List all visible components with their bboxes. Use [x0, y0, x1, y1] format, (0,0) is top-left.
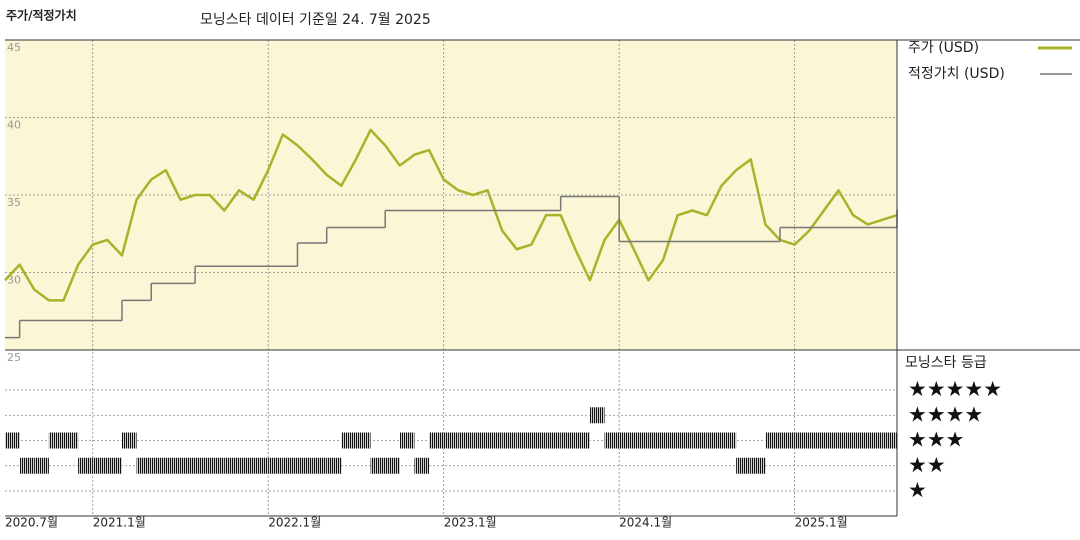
rating-bar	[838, 432, 854, 449]
rating-bar	[443, 432, 459, 449]
rating-bar	[180, 457, 196, 474]
rating-bar	[63, 432, 79, 449]
rating-bar	[706, 432, 722, 449]
rating-bar	[224, 457, 239, 474]
rating-bar	[19, 457, 35, 474]
rating-bar	[619, 432, 634, 449]
rating-bar	[370, 457, 386, 474]
rating-bar	[297, 457, 313, 474]
rating-bar	[209, 457, 225, 474]
rating-bar	[882, 432, 897, 449]
x-tick-label: 2021.1월	[93, 516, 146, 530]
rating-bar	[677, 432, 693, 449]
rating-bar	[165, 457, 181, 474]
rating-label: ★	[908, 478, 927, 502]
rating-bar	[853, 432, 868, 449]
rating-bar	[809, 432, 824, 449]
chart-title: 주가/적정가치	[6, 8, 77, 23]
rating-label: ★★★	[908, 428, 964, 452]
rating-bar	[253, 457, 269, 474]
rating-bar	[121, 432, 137, 449]
rating-bar	[823, 432, 839, 449]
rating-bar	[780, 432, 795, 449]
rating-bar	[151, 457, 166, 474]
rating-label: ★★	[908, 453, 946, 477]
rating-bar	[604, 432, 620, 449]
rating-bar	[268, 457, 283, 474]
rating-bar	[282, 457, 298, 474]
y-tick-label: 40	[7, 119, 21, 132]
rating-bar	[750, 457, 766, 474]
rating-bar	[326, 457, 342, 474]
rating-bar	[487, 432, 503, 449]
rating-bar	[341, 432, 356, 449]
price-line	[4, 128, 898, 302]
x-tick-label: 2023.1월	[444, 516, 497, 530]
chart-subtitle: 모닝스타 데이터 기준일 24. 7월 2025	[200, 12, 431, 28]
x-tick-label: 2020.7월	[5, 516, 58, 530]
rating-bar	[5, 432, 20, 449]
rating-bar	[429, 432, 444, 449]
rating-bar	[312, 457, 327, 474]
rating-bar	[794, 432, 810, 449]
legend-label: 주가 (USD)	[908, 40, 979, 56]
rating-bar	[48, 432, 64, 449]
ratings-title: 모닝스타 등급	[905, 355, 987, 371]
rating-bar	[385, 457, 400, 474]
rating-bar	[107, 457, 122, 474]
rating-bar	[589, 407, 605, 424]
rating-bar	[692, 432, 707, 449]
y-tick-label: 45	[7, 41, 21, 54]
rating-bar	[472, 432, 488, 449]
rating-label: ★★★★★	[908, 377, 1002, 401]
y-tick-label: 30	[7, 274, 21, 287]
rating-bar	[765, 432, 781, 449]
rating-bar	[195, 457, 210, 474]
rating-bar	[399, 432, 415, 449]
rating-bar	[516, 432, 532, 449]
rating-bar	[34, 457, 49, 474]
legend-label: 적정가치 (USD)	[908, 66, 1005, 82]
x-tick-label: 2022.1월	[268, 516, 321, 530]
rating-bar	[502, 432, 517, 449]
plot: 25 30 35 40 45 2020.7월 2021.1월 2022.1월 2023.1월 20…	[4, 40, 1072, 530]
rating-bar	[648, 432, 664, 449]
rating-bar	[355, 432, 371, 449]
x-tick-label: 2025.1월	[795, 516, 848, 530]
rating-bar	[867, 432, 883, 449]
rating-bar	[560, 432, 576, 449]
rating-bar	[92, 457, 108, 474]
rating-bar	[458, 432, 473, 449]
rating-bar	[721, 432, 737, 449]
y-tick-label: 35	[7, 196, 21, 209]
rating-bar	[78, 457, 93, 474]
rating-bar	[546, 432, 561, 449]
x-tick-label: 2024.1월	[619, 516, 672, 530]
rating-bar	[531, 432, 547, 449]
rating-bar	[238, 457, 254, 474]
rating-bar	[575, 432, 590, 449]
rating-label: ★★★★	[908, 402, 983, 426]
rating-bar	[633, 432, 649, 449]
rating-bar	[414, 457, 430, 474]
rating-bar	[736, 457, 751, 474]
rating-bar	[663, 432, 678, 449]
y-tick-label: 25	[7, 351, 21, 364]
rating-bar	[136, 457, 152, 474]
